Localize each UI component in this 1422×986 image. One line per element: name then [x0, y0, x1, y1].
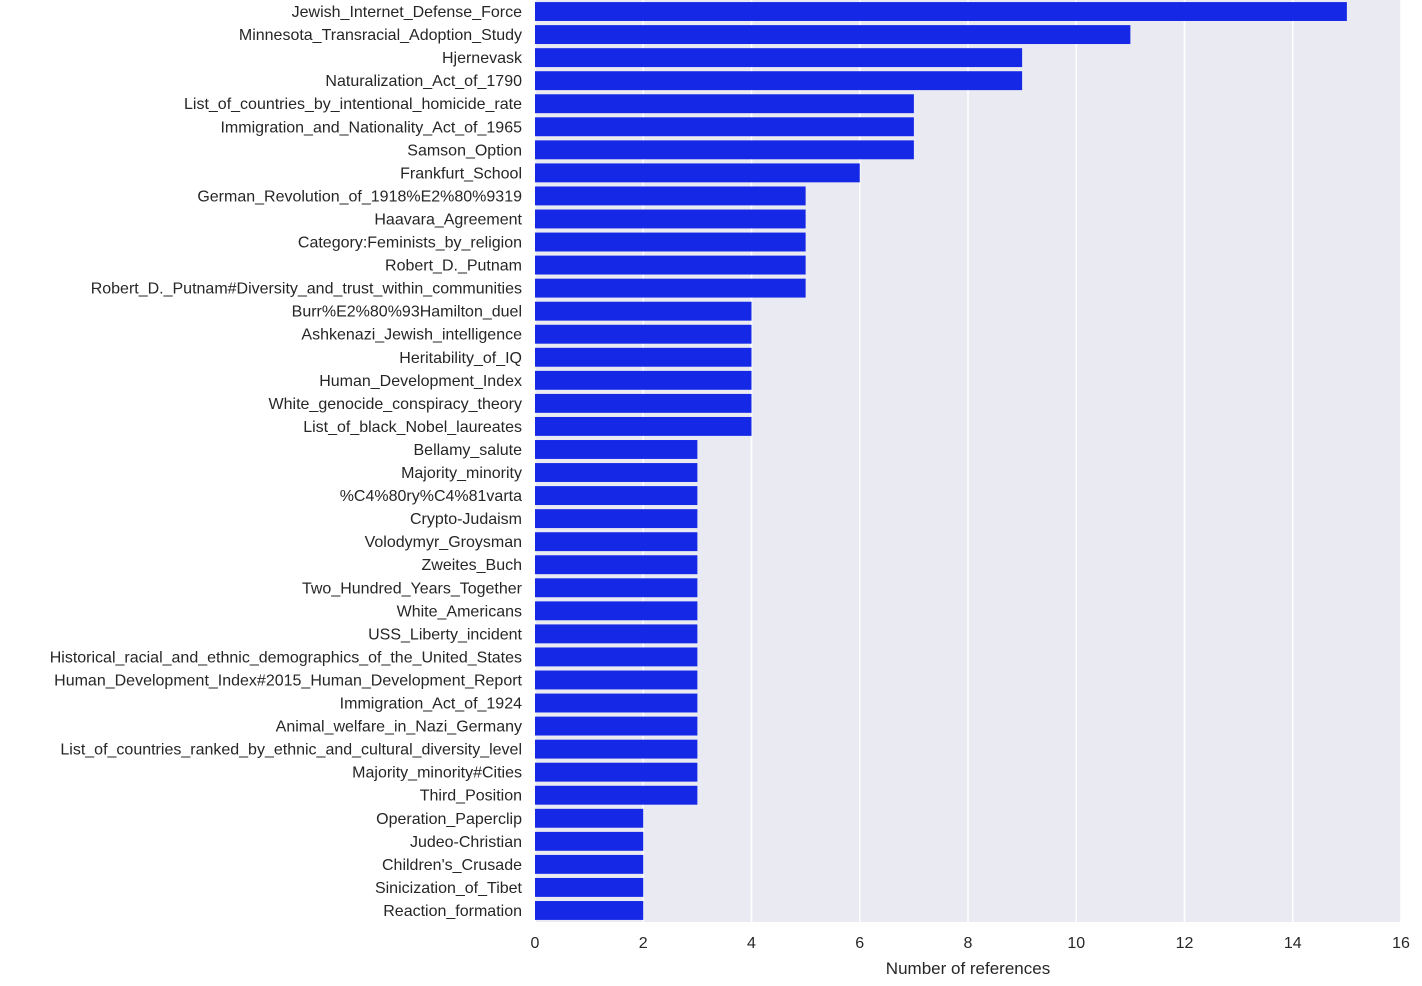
category-label: Minnesota_Transracial_Adoption_Study [239, 27, 522, 44]
bar [535, 486, 698, 506]
bar [535, 555, 698, 575]
bar [535, 370, 752, 390]
category-label: Ashkenazi_Jewish_intelligence [301, 327, 522, 344]
bar [535, 647, 698, 667]
category-label: USS_Liberty_incident [368, 626, 522, 643]
bar [535, 901, 644, 920]
bar [535, 624, 698, 644]
category-label: Naturalization_Act_of_1790 [325, 73, 522, 90]
category-label: Majority_minority [401, 465, 522, 482]
x-tick-label: 16 [1392, 935, 1410, 952]
category-label: List_of_black_Nobel_laureates [303, 419, 522, 436]
category-label: Zweites_Buch [422, 557, 523, 574]
bar [535, 324, 752, 344]
bar [535, 347, 752, 367]
category-label: White_genocide_conspiracy_theory [269, 396, 522, 413]
bar [535, 278, 806, 298]
bars [535, 2, 1347, 920]
category-label: Two_Hundred_Years_Together [302, 580, 523, 597]
category-label: Heritability_of_IQ [399, 350, 522, 367]
bar [535, 393, 752, 413]
bar [535, 255, 806, 275]
category-label: Animal_welfare_in_Nazi_Germany [276, 719, 522, 736]
bar [535, 25, 1131, 45]
category-label: Immigration_and_Nationality_Act_of_1965 [220, 119, 522, 136]
x-tick-label: 8 [964, 935, 973, 952]
category-label: Frankfurt_School [400, 165, 522, 182]
bar [535, 416, 752, 436]
category-label: Crypto-Judaism [410, 511, 522, 528]
category-label: White_Americans [397, 603, 522, 620]
category-label: Haavara_Agreement [374, 211, 522, 228]
category-label: Bellamy_salute [414, 442, 523, 459]
category-label: Reaction_formation [383, 903, 522, 920]
category-labels: Jewish_Internet_Defense_Force Minnesota_T… [50, 4, 523, 920]
bar [535, 854, 644, 874]
bar [535, 209, 806, 229]
x-tick-label: 14 [1284, 935, 1302, 952]
category-label: Historical_racial_and_ethnic_demographic… [50, 649, 522, 666]
category-label: Hjernevask [442, 50, 523, 67]
bar [535, 140, 914, 160]
category-label: Majority_minority#Cities [352, 765, 522, 782]
bar [535, 578, 698, 598]
x-tick-labels: 0 2 4 6 8 10 12 14 16 [531, 935, 1410, 952]
bar [535, 117, 914, 137]
category-label: Robert_D._Putnam [385, 258, 522, 275]
bar [535, 877, 644, 897]
bar [535, 2, 1347, 21]
category-label: Volodymyr_Groysman [365, 534, 522, 551]
bar [535, 232, 806, 252]
category-label: German_Revolution_of_1918%E2%80%9319 [197, 188, 522, 205]
x-tick-label: 10 [1067, 935, 1085, 952]
x-tick-label: 6 [855, 935, 864, 952]
bar [535, 831, 644, 851]
category-label: Third_Position [420, 788, 522, 805]
bar [535, 48, 1023, 68]
bar [535, 532, 698, 552]
category-label: Robert_D._Putnam#Diversity_and_trust_wit… [91, 281, 522, 298]
x-tick-label: 0 [531, 935, 540, 952]
category-label: Children's_Crusade [382, 857, 522, 874]
category-label: List_of_countries_ranked_by_ethnic_and_c… [60, 742, 522, 759]
bar [535, 301, 752, 321]
bar [535, 163, 860, 183]
x-axis-title: Number of references [886, 959, 1050, 978]
category-label: Human_Development_Index#2015_Human_Devel… [54, 672, 522, 689]
category-label: Human_Development_Index [319, 373, 522, 390]
bar [535, 739, 698, 759]
category-label: Operation_Paperclip [376, 811, 522, 828]
category-label: Sinicization_of_Tibet [375, 880, 523, 897]
category-label: %C4%80ry%C4%81varta [340, 488, 522, 505]
bar [535, 463, 698, 482]
x-tick-label: 2 [639, 935, 648, 952]
bar [535, 716, 698, 736]
bar [535, 785, 698, 805]
bar [535, 94, 914, 114]
category-label: Samson_Option [407, 142, 522, 159]
category-label: Judeo-Christian [410, 834, 522, 851]
bar [535, 186, 806, 206]
category-label: Category:Feminists_by_religion [298, 235, 522, 252]
bar [535, 440, 698, 459]
x-tick-label: 12 [1176, 935, 1194, 952]
category-label: Jewish_Internet_Defense_Force [292, 4, 522, 21]
bar [535, 693, 698, 713]
bar [535, 808, 644, 828]
category-label: List_of_countries_by_intentional_homicid… [184, 96, 522, 113]
bar [535, 601, 698, 621]
bar [535, 71, 1023, 91]
bar [535, 762, 698, 782]
category-label: Burr%E2%80%93Hamilton_duel [292, 304, 522, 321]
bar [535, 670, 698, 690]
bar [535, 509, 698, 529]
category-label: Immigration_Act_of_1924 [340, 696, 522, 713]
x-tick-label: 4 [747, 935, 756, 952]
